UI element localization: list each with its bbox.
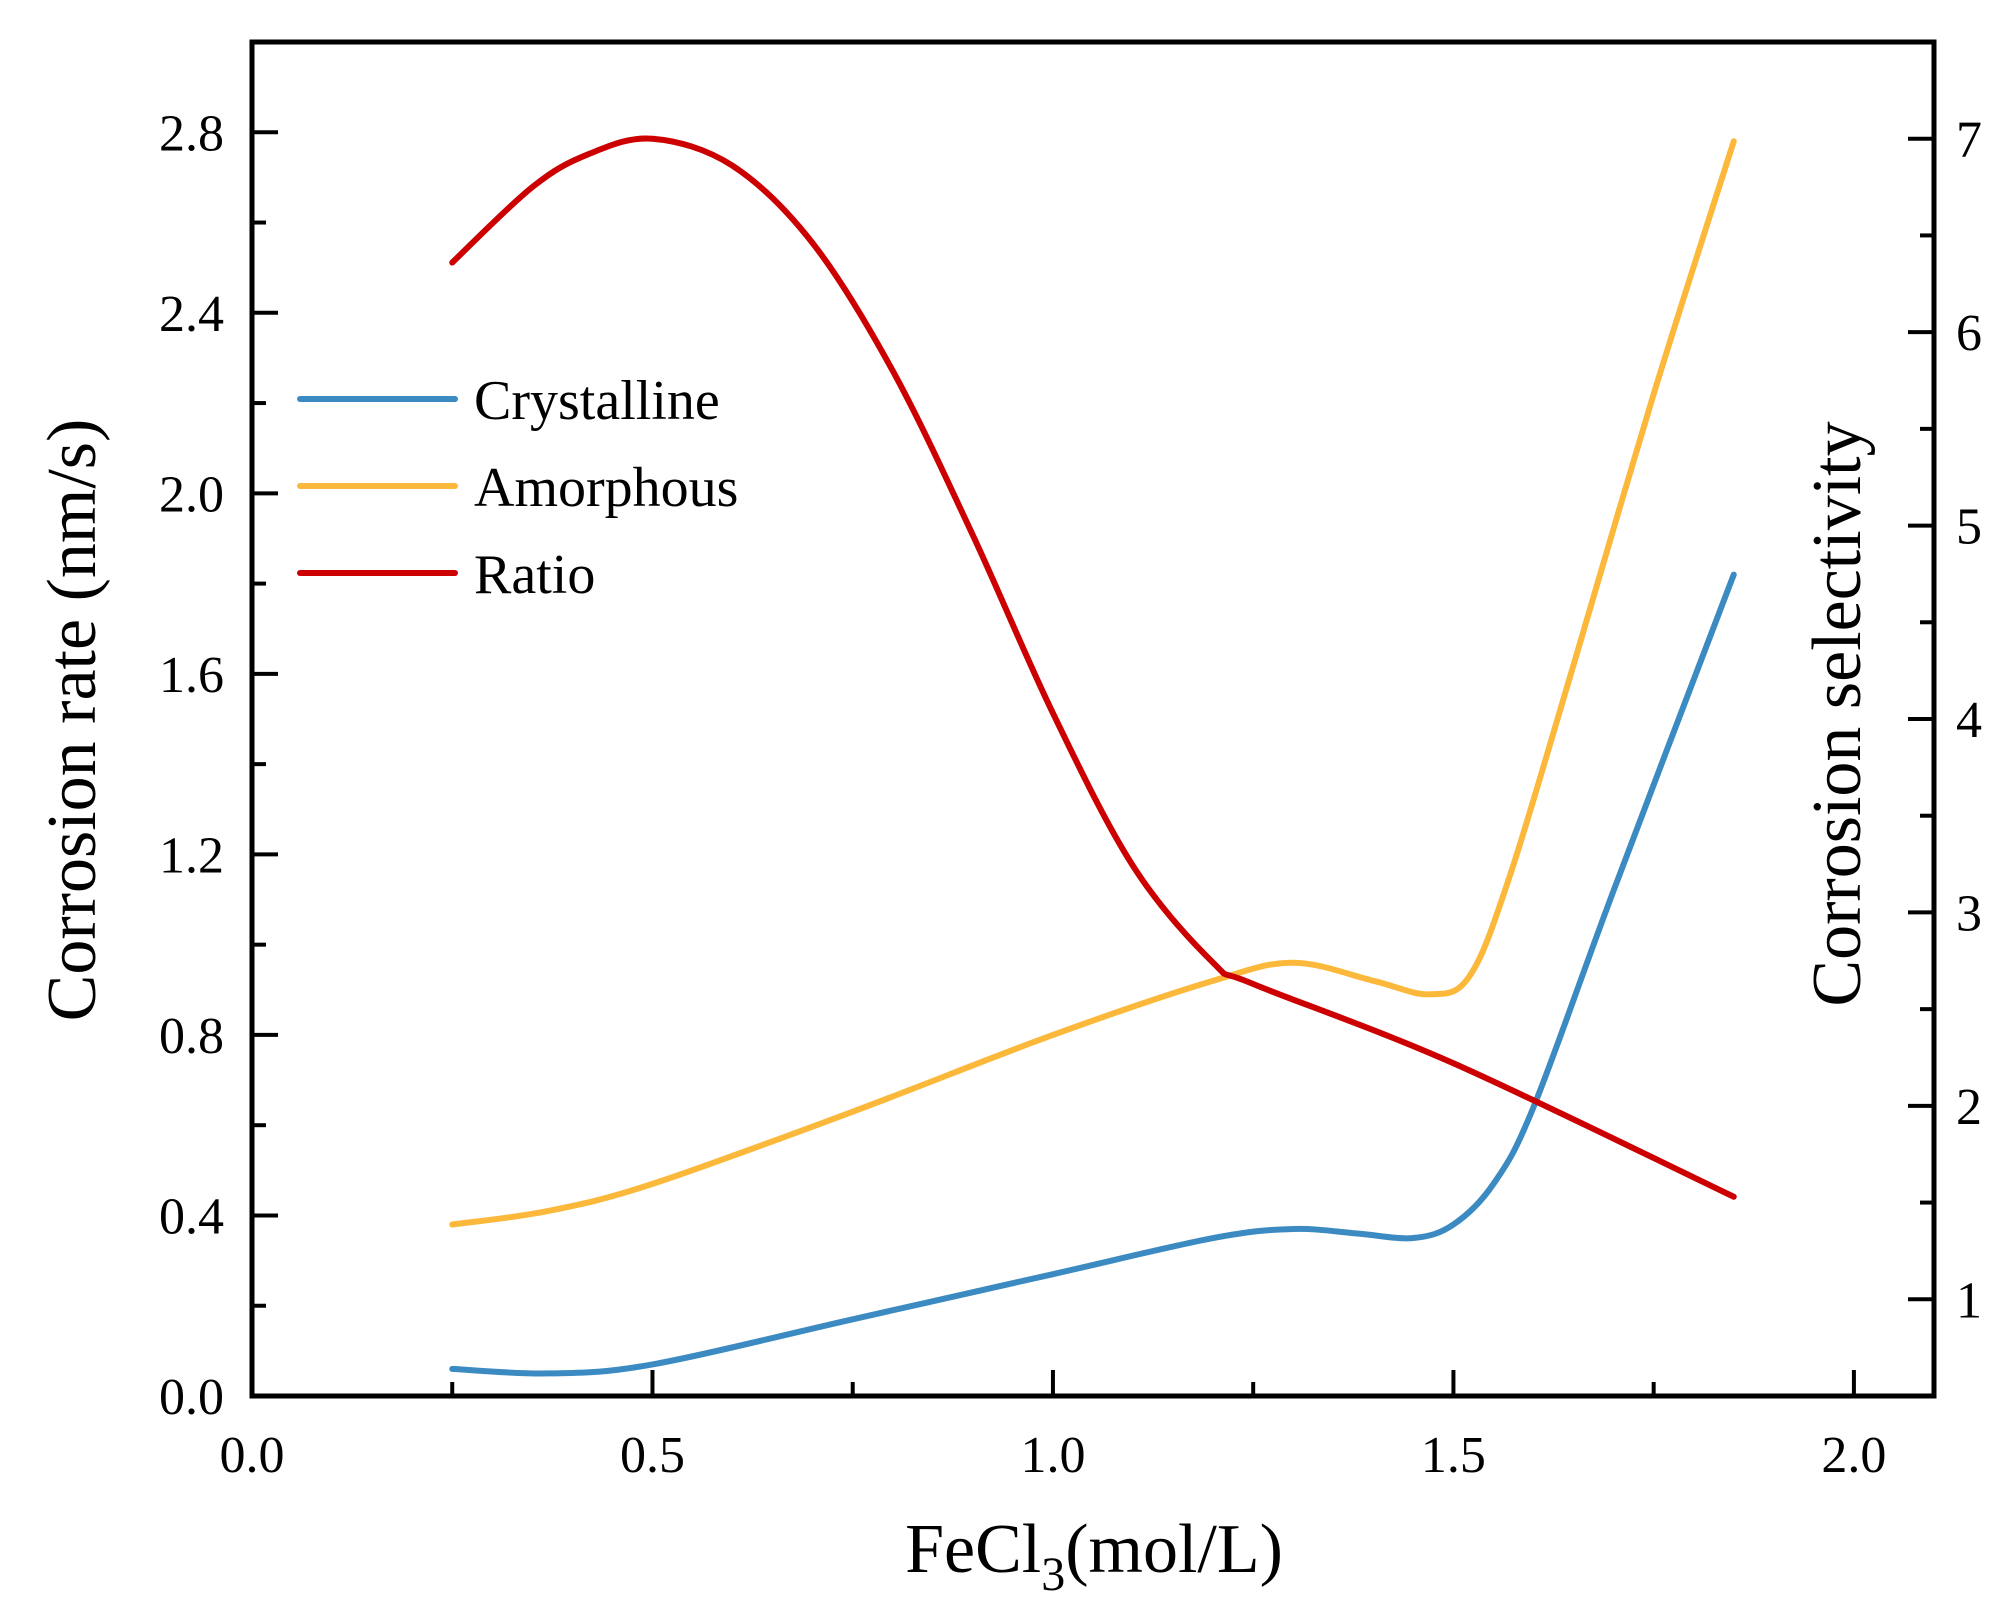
axes: 0.0 0.5 1.0 1.5 2.0 0.0 0.4 0.8 1.2 1.6 2.0 2.4 2.8 1… bbox=[159, 39, 1982, 1484]
y2-tick-label: 4 bbox=[1956, 692, 1982, 749]
y-tick-label: 0.4 bbox=[159, 1188, 224, 1245]
x-tick-label: 0.0 bbox=[220, 1427, 285, 1484]
x-tick-label: 0.5 bbox=[620, 1427, 685, 1484]
y-axis-title: Corrosion rate (nm/s) bbox=[34, 419, 111, 1022]
y-tick-label: 1.2 bbox=[159, 827, 224, 884]
series-line-amorphous bbox=[449, 138, 1737, 1228]
y-tick-label: 2.0 bbox=[159, 466, 224, 523]
legend-label-crystalline: Crystalline bbox=[474, 370, 720, 432]
legend: Crystalline Amorphous Ratio bbox=[297, 370, 738, 606]
y2-tick-label: 5 bbox=[1956, 499, 1982, 556]
plot-area bbox=[449, 135, 1737, 1377]
x-tick-label: 1.5 bbox=[1421, 1427, 1486, 1484]
y2-tick-label: 6 bbox=[1956, 305, 1982, 362]
x-tick-label: 2.0 bbox=[1821, 1427, 1886, 1484]
legend-label-amorphous: Amorphous bbox=[474, 457, 738, 519]
y2-tick-label: 7 bbox=[1956, 112, 1982, 169]
x-axis-title: FeCl3(mol/L) bbox=[905, 1511, 1283, 1601]
y2-tick-label: 1 bbox=[1956, 1272, 1982, 1329]
x-tick-label: 1.0 bbox=[1020, 1427, 1085, 1484]
y-tick-label: 1.6 bbox=[159, 647, 224, 704]
y2-axis-title: Corrosion selectivity bbox=[1799, 421, 1876, 1006]
series-line-crystalline bbox=[449, 571, 1737, 1377]
y2-tick-label: 3 bbox=[1956, 885, 1982, 942]
y-tick-label: 0.0 bbox=[159, 1369, 224, 1426]
x-axis-title-subscript: 3 bbox=[1041, 1548, 1065, 1601]
y-tick-label: 2.8 bbox=[159, 105, 224, 162]
legend-label-ratio: Ratio bbox=[474, 544, 595, 606]
y2-tick-label: 2 bbox=[1956, 1079, 1982, 1136]
series-line-ratio bbox=[449, 135, 1737, 1200]
y-tick-label: 0.8 bbox=[159, 1008, 224, 1065]
y-tick-label: 2.4 bbox=[159, 286, 224, 343]
